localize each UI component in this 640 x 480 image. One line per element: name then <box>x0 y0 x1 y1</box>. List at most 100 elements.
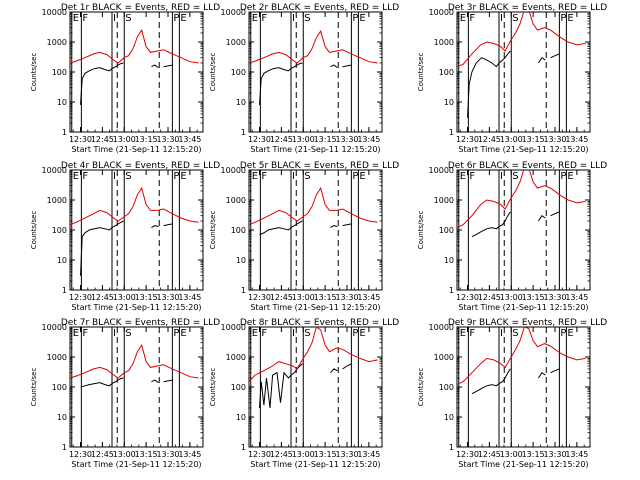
marker-label: F <box>82 328 88 339</box>
panel-title: Det 3r BLACK = Events, RED = LLD <box>448 3 607 13</box>
y-tick-label: 10000 <box>429 166 454 175</box>
x-tick-label: 12:30 <box>248 450 271 459</box>
y-tick-label: 100 <box>52 68 67 77</box>
x-tick-label: 12:30 <box>69 450 92 459</box>
events-series-line <box>80 220 173 276</box>
series-group <box>457 170 586 238</box>
panel-title: Det 5r BLACK = Events, RED = LLD <box>240 161 399 171</box>
x-tick-label: 12:45 <box>478 450 501 459</box>
marker-label: P <box>173 328 179 339</box>
y-axis-label: Counts/sec <box>417 53 425 92</box>
x-tick-label: 13:15 <box>135 135 158 144</box>
x-tick-label: 13:30 <box>156 135 179 144</box>
y-tick-label: 1000 <box>47 196 67 205</box>
y-tick-label: 100 <box>439 68 454 77</box>
x-tick-label: 13:00 <box>500 450 523 459</box>
y-tick-label: 1 <box>241 443 246 452</box>
marker-label: F <box>261 171 267 182</box>
y-axis-label: Counts/sec <box>417 211 425 250</box>
marker-label: E <box>73 328 79 339</box>
marker-label: P <box>352 328 358 339</box>
events-series-line <box>471 368 560 395</box>
marker-label: I <box>113 328 116 339</box>
y-tick-label: 1 <box>62 128 67 137</box>
x-tick-label: 13:00 <box>113 450 136 459</box>
marker-label: I <box>113 13 116 24</box>
y-tick-label: 10 <box>444 256 454 265</box>
y-tick-label: 10000 <box>221 323 246 332</box>
lld-series-line <box>70 343 199 379</box>
y-tick-label: 10 <box>444 413 454 422</box>
panel-5: Det 5r BLACK = Events, RED = LLD Counts/s… <box>209 161 399 312</box>
x-tick-label: 12:30 <box>248 293 271 302</box>
y-tick-label: 10 <box>57 256 67 265</box>
lld-series-line <box>70 186 199 226</box>
y-axis-label: Counts/sec <box>209 368 217 407</box>
x-axis-label: Start Time (21-Sep-11 12:15:20) <box>71 303 201 312</box>
y-tick-label: 10 <box>57 98 67 107</box>
x-tick-label: 12:45 <box>91 135 114 144</box>
y-tick-label: 100 <box>231 226 246 235</box>
panel-title: Det 1r BLACK = Events, RED = LLD <box>61 3 220 13</box>
marker-label: E <box>359 171 365 182</box>
events-series-line <box>259 62 352 105</box>
series-group <box>457 327 586 395</box>
marker-label: E <box>460 328 466 339</box>
marker-label: F <box>261 328 267 339</box>
marker-label: F <box>261 13 267 24</box>
y-tick-label: 1 <box>449 286 454 295</box>
x-tick-label: 12:45 <box>270 135 293 144</box>
y-tick-label: 1000 <box>226 196 246 205</box>
panel-1: Det 1r BLACK = Events, RED = LLD Counts/s… <box>30 3 220 154</box>
marker-label: F <box>82 13 88 24</box>
x-tick-label: 13:00 <box>292 450 315 459</box>
panel-3: Det 3r BLACK = Events, RED = LLD Counts/s… <box>417 3 607 154</box>
y-tick-label: 10 <box>236 98 246 107</box>
marker-label: S <box>125 13 131 24</box>
y-axis-label: Counts/sec <box>417 368 425 407</box>
x-tick-label: 13:30 <box>335 135 358 144</box>
panel-2: Det 2r BLACK = Events, RED = LLD Counts/s… <box>209 3 399 154</box>
marker-label: F <box>469 171 475 182</box>
marker-label: I <box>292 328 295 339</box>
y-tick-label: 1 <box>241 128 246 137</box>
y-axis-label: Counts/sec <box>209 53 217 92</box>
x-tick-label: 13:00 <box>292 293 315 302</box>
lld-series-line <box>457 327 586 386</box>
x-tick-label: 13:30 <box>543 293 566 302</box>
marker-label: E <box>180 171 186 182</box>
x-axis-label: Start Time (21-Sep-11 12:15:20) <box>250 460 380 469</box>
y-tick-label: 100 <box>52 383 67 392</box>
x-tick-label: 12:45 <box>270 450 293 459</box>
marker-label: E <box>180 13 186 24</box>
panel-title: Det 8r BLACK = Events, RED = LLD <box>240 318 399 328</box>
marker-label: E <box>73 171 79 182</box>
y-tick-label: 1000 <box>47 38 67 47</box>
marker-label: E <box>460 13 466 24</box>
panel-4: Det 4r BLACK = Events, RED = LLD Counts/s… <box>30 161 220 312</box>
x-tick-label: 13:45 <box>178 293 201 302</box>
marker-label: S <box>304 13 310 24</box>
y-tick-label: 1000 <box>226 353 246 362</box>
y-tick-label: 1000 <box>47 353 67 362</box>
lld-series-line <box>249 29 378 64</box>
y-axis-label: Counts/sec <box>30 211 38 250</box>
marker-label: S <box>512 328 518 339</box>
events-series-line <box>259 363 352 409</box>
marker-label: S <box>304 171 310 182</box>
x-tick-label: 13:45 <box>565 135 588 144</box>
series-group <box>249 29 378 105</box>
marker-label: F <box>469 328 475 339</box>
marker-label: E <box>73 13 79 24</box>
x-tick-label: 12:30 <box>69 135 92 144</box>
x-tick-label: 13:15 <box>135 450 158 459</box>
y-tick-label: 1 <box>449 443 454 452</box>
x-tick-label: 13:45 <box>357 135 380 144</box>
x-tick-label: 13:30 <box>335 450 358 459</box>
panel-title: Det 9r BLACK = Events, RED = LLD <box>448 318 607 328</box>
y-tick-label: 1000 <box>434 38 454 47</box>
x-tick-label: 13:30 <box>335 293 358 302</box>
y-tick-label: 10 <box>57 413 67 422</box>
